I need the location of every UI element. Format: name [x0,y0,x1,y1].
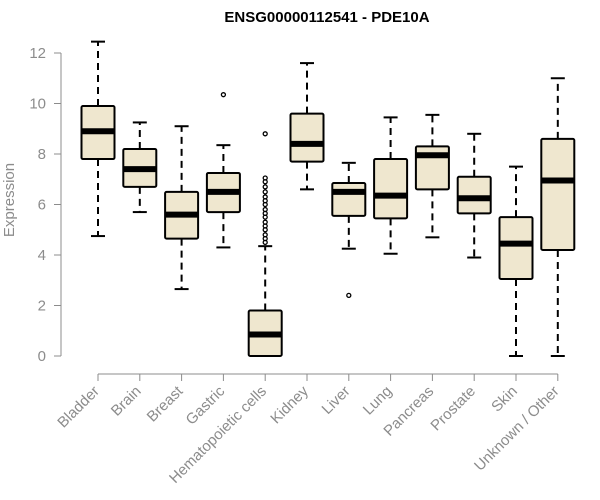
outlier-point [262,189,268,195]
box-0 [80,40,116,238]
y-axis-label: Expression [1,163,18,237]
box-iqr [540,137,576,251]
y-tick-label-8: 8 [38,146,46,163]
outlier-point [262,232,268,238]
y-axis: 0 2 4 6 8 10 12 [29,45,62,365]
box-3 [205,92,241,249]
boxes-group [80,40,576,357]
x-tick-label: Skin [488,383,521,416]
box-7 [373,116,409,255]
y-tick-label-0: 0 [38,348,46,365]
x-tick-label: Breast [144,382,187,425]
outlier-point [262,194,268,200]
box-iqr [331,182,367,217]
y-tick-label-4: 4 [38,247,46,264]
box-9 [456,132,492,259]
outlier-point [220,92,227,98]
outlier-point [262,175,268,181]
box-8 [414,113,450,239]
outlier-point [346,292,352,299]
y-tick-label-10: 10 [29,96,46,113]
box-iqr [289,112,325,163]
box-6 [331,161,367,299]
y-tick-label-2: 2 [38,298,46,315]
outlier-point [262,219,268,225]
box-5 [289,62,325,191]
x-tick-label: Brain [108,383,145,420]
box-2 [164,125,200,291]
box-iqr [498,216,534,280]
x-tick-label: Prostate [427,383,479,435]
x-tick-label: Kidney [267,382,312,427]
outlier-point [262,184,268,190]
box-iqr [373,158,409,220]
x-tick-label: Lung [360,383,396,419]
box-1 [122,121,158,214]
chart-title: ENSG00000112541 - PDE10A [224,9,429,26]
box-4 [247,131,283,357]
outlier-point [262,206,268,213]
outlier-point [262,131,268,137]
y-tick-label-6: 6 [38,197,46,214]
box-10 [498,165,534,357]
box-iqr [456,175,492,215]
x-tick-label: Liver [319,383,354,418]
box-11 [540,77,576,357]
x-tick-label: Bladder [54,383,103,432]
y-tick-label-12: 12 [29,45,46,62]
